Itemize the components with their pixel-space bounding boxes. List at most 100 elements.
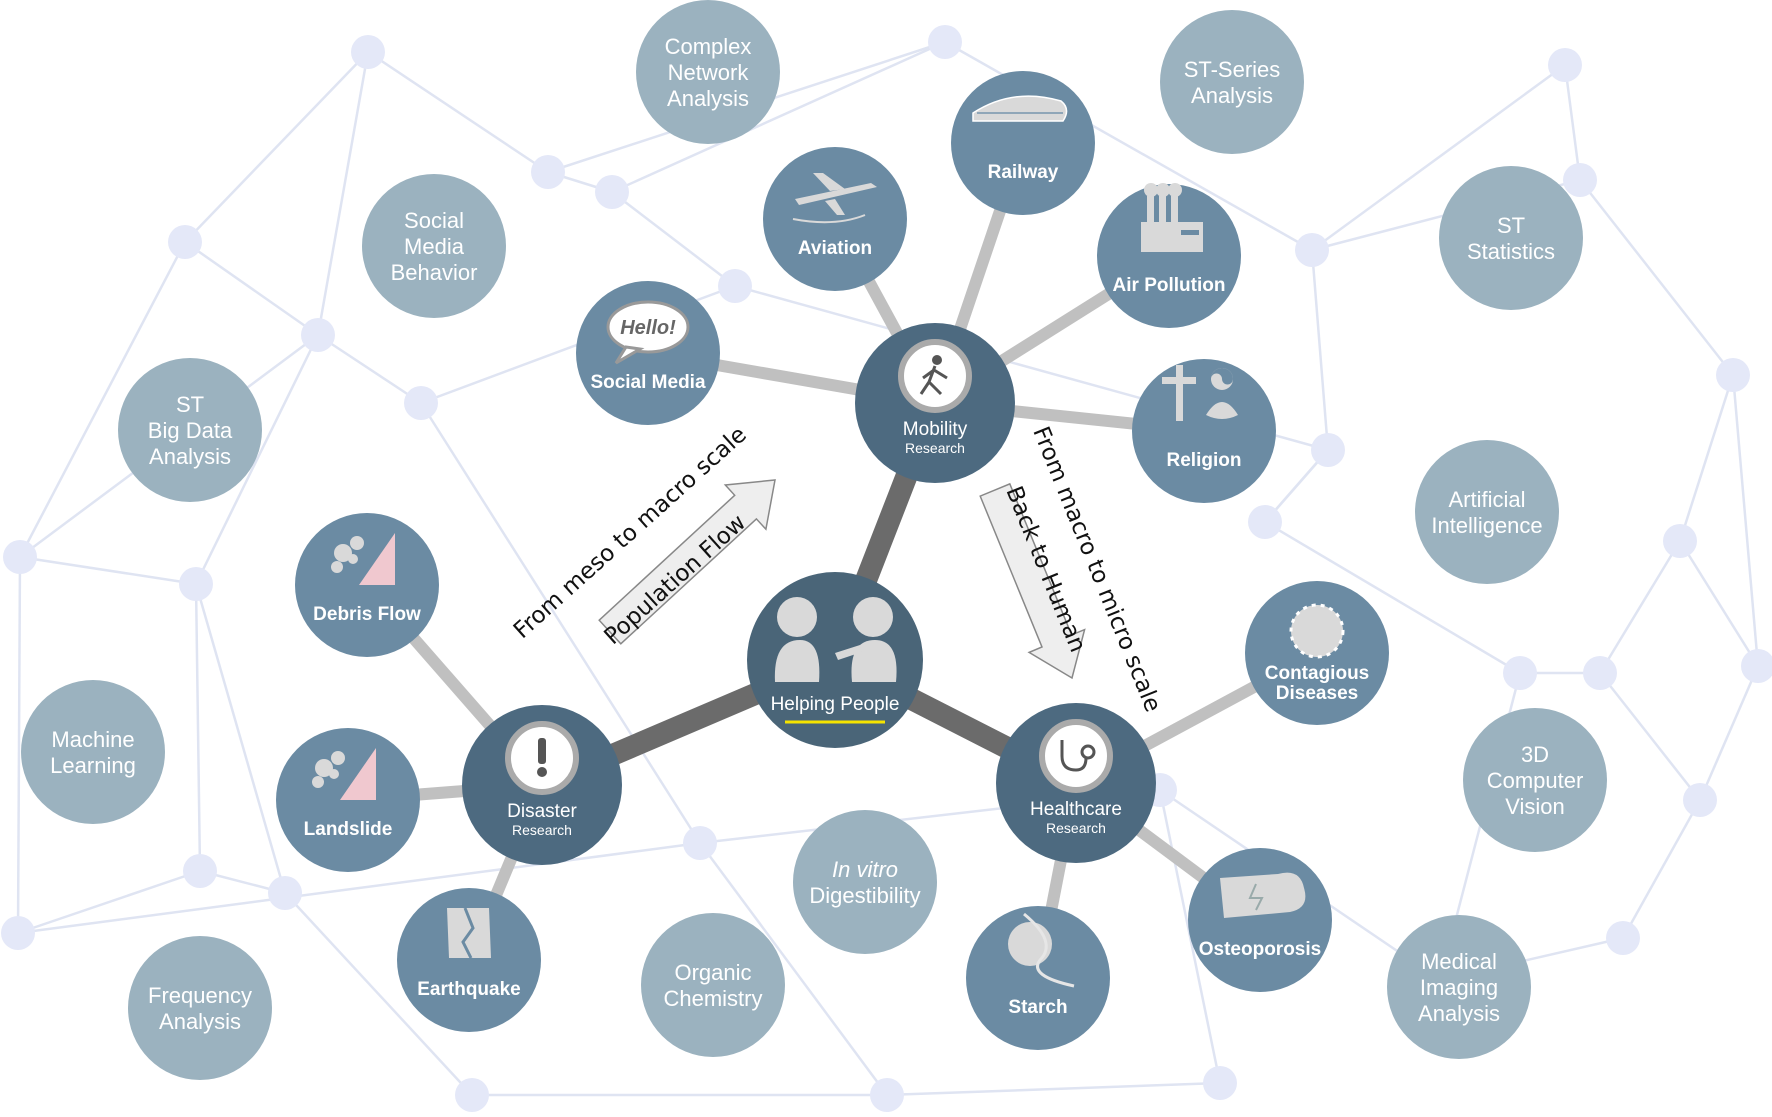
network-edge: [419, 402, 702, 844]
topic-nodes: Railway Aviation Hello! Social Media Air Pol…: [276, 71, 1389, 1050]
method-label-line: Statistics: [1467, 239, 1555, 264]
network-edge: [194, 334, 320, 585]
topic-node-osteoporosis: Osteoporosis: [1188, 848, 1332, 992]
network-dot: [1606, 921, 1640, 955]
topic-label: Landslide: [304, 819, 393, 840]
method-label-line: In vitro: [832, 857, 898, 882]
network-edge: [1599, 672, 1701, 801]
religion-symbols-icon: [1162, 365, 1238, 421]
walking-person-icon: [919, 355, 948, 396]
network-edge: [1598, 540, 1682, 674]
method-label-line: Computer: [1487, 768, 1584, 793]
network-dot: [168, 225, 202, 259]
topic-label: Contagious: [1265, 663, 1370, 684]
method-label-line: Chemistry: [663, 986, 762, 1011]
method-label-line: ST-Series: [1184, 57, 1281, 82]
hub-label: Disaster: [507, 801, 577, 822]
topic-label-line2: Diseases: [1276, 683, 1358, 704]
network-edge: [1678, 540, 1760, 667]
network-edge: [18, 241, 187, 558]
method-label-line: Vision: [1505, 794, 1565, 819]
landslide-icon: [312, 748, 376, 800]
network-dot: [301, 318, 335, 352]
method-label-line: Digestibility: [809, 883, 920, 908]
network-dot: [718, 269, 752, 303]
network-edge: [611, 191, 736, 287]
network-edge: [886, 1081, 1221, 1097]
method-label-line: Artificial: [1448, 487, 1525, 512]
network-dot: [1503, 656, 1537, 690]
network-dot: [1548, 48, 1582, 82]
method-label-line: Network: [668, 60, 750, 85]
topic-node-railway: Railway: [951, 71, 1095, 215]
method-label-line: Social: [404, 208, 464, 233]
method-label-line: Analysis: [667, 86, 749, 111]
topic-label: Social Media: [590, 372, 706, 393]
topic-label: Air Pollution: [1113, 275, 1226, 296]
method-label-line: Analysis: [149, 444, 231, 469]
network-dot: [870, 1078, 904, 1112]
topic-node-starch: Starch: [966, 906, 1110, 1050]
network-dot: [1741, 649, 1772, 683]
back-to-human-arrow: Back to Human From macro to micro scale: [979, 423, 1166, 716]
stethoscope-icon: [1060, 740, 1096, 772]
network-edge: [611, 40, 946, 194]
method-label-line: Analysis: [1191, 83, 1273, 108]
topic-node-religion: Religion: [1132, 359, 1276, 503]
cracked-building-icon: [447, 907, 491, 959]
network-edge: [184, 240, 319, 337]
network-edge: [1264, 520, 1521, 675]
network-dot: [179, 567, 213, 601]
method-label-line: Medical: [1421, 949, 1497, 974]
method-label-line: Complex: [665, 34, 752, 59]
network-edge: [1310, 249, 1330, 451]
topic-label: Religion: [1167, 450, 1242, 471]
method-label-line: Organic: [674, 960, 751, 985]
network-dot: [1716, 358, 1750, 392]
network-dot: [1663, 524, 1697, 558]
topic-node-aviation: Aviation: [763, 147, 907, 291]
network-edge: [194, 583, 202, 872]
topic-node-air-pollution: Air Pollution: [1097, 183, 1241, 328]
two-people-icon: [774, 597, 897, 682]
population-flow-arrow: Population Flow From meso to macro scale: [509, 422, 776, 650]
method-label-line: Intelligence: [1431, 513, 1542, 538]
method-label-line: Machine: [51, 727, 134, 752]
network-dot: [183, 854, 217, 888]
network-dot: [1563, 163, 1597, 197]
topic-node-landslide: Landslide: [276, 728, 420, 872]
method-label-line: 3D: [1521, 742, 1549, 767]
center-node: Helping People: [747, 572, 923, 748]
network-dot: [1295, 233, 1329, 267]
network-dot: [3, 540, 37, 574]
exclamation-icon: [537, 738, 547, 777]
debris-flow-icon: [331, 533, 395, 585]
center-label: Helping People: [771, 694, 900, 715]
network-dot: [1203, 1066, 1237, 1100]
method-label-line: ST: [1497, 213, 1525, 238]
method-label-line: Analysis: [1418, 1001, 1500, 1026]
method-label-line: Imaging: [1420, 975, 1498, 1000]
network-edge: [284, 892, 473, 1096]
network-edge: [194, 583, 287, 894]
method-label-line: Big Data: [148, 418, 233, 443]
starch-dna-icon: [1008, 912, 1075, 988]
factory-icon: [1141, 183, 1203, 252]
network-edge: [16, 556, 22, 934]
method-label-line: Learning: [50, 753, 136, 778]
network-dot: [404, 386, 438, 420]
bone-icon: [1220, 872, 1306, 918]
topic-label: Earthquake: [417, 979, 520, 1000]
network-edge: [184, 51, 369, 243]
network-edge: [1678, 374, 1735, 542]
